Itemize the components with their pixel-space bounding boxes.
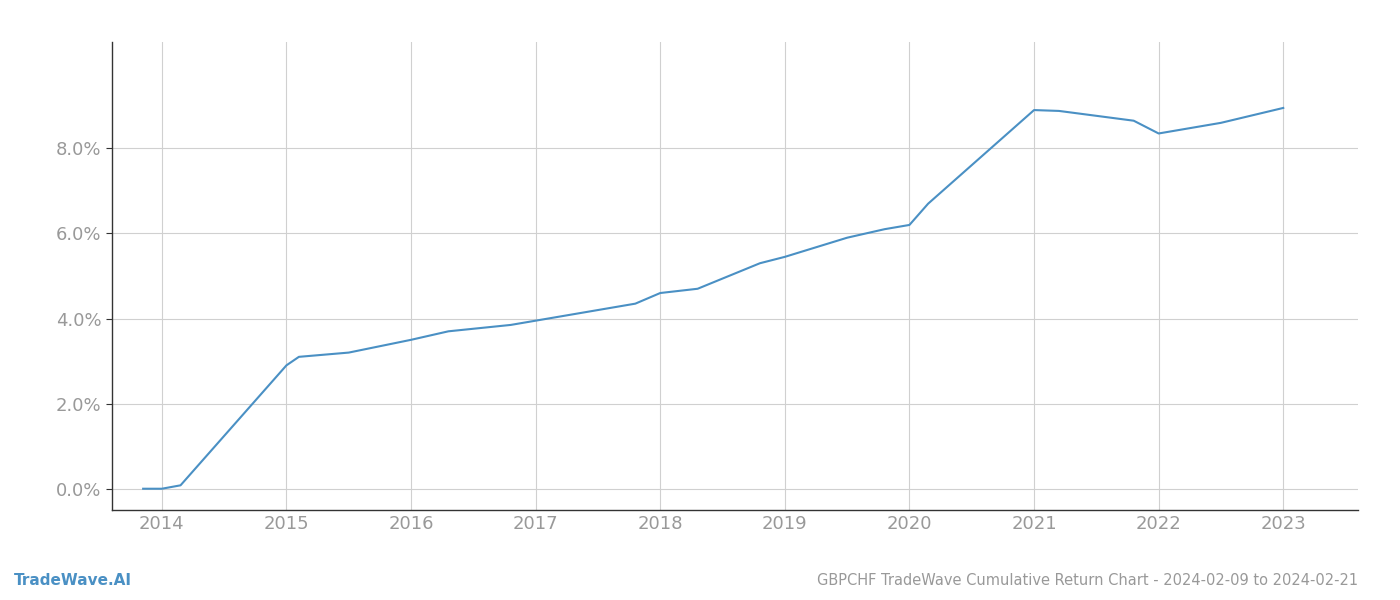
Text: GBPCHF TradeWave Cumulative Return Chart - 2024-02-09 to 2024-02-21: GBPCHF TradeWave Cumulative Return Chart… bbox=[816, 573, 1358, 588]
Text: TradeWave.AI: TradeWave.AI bbox=[14, 573, 132, 588]
